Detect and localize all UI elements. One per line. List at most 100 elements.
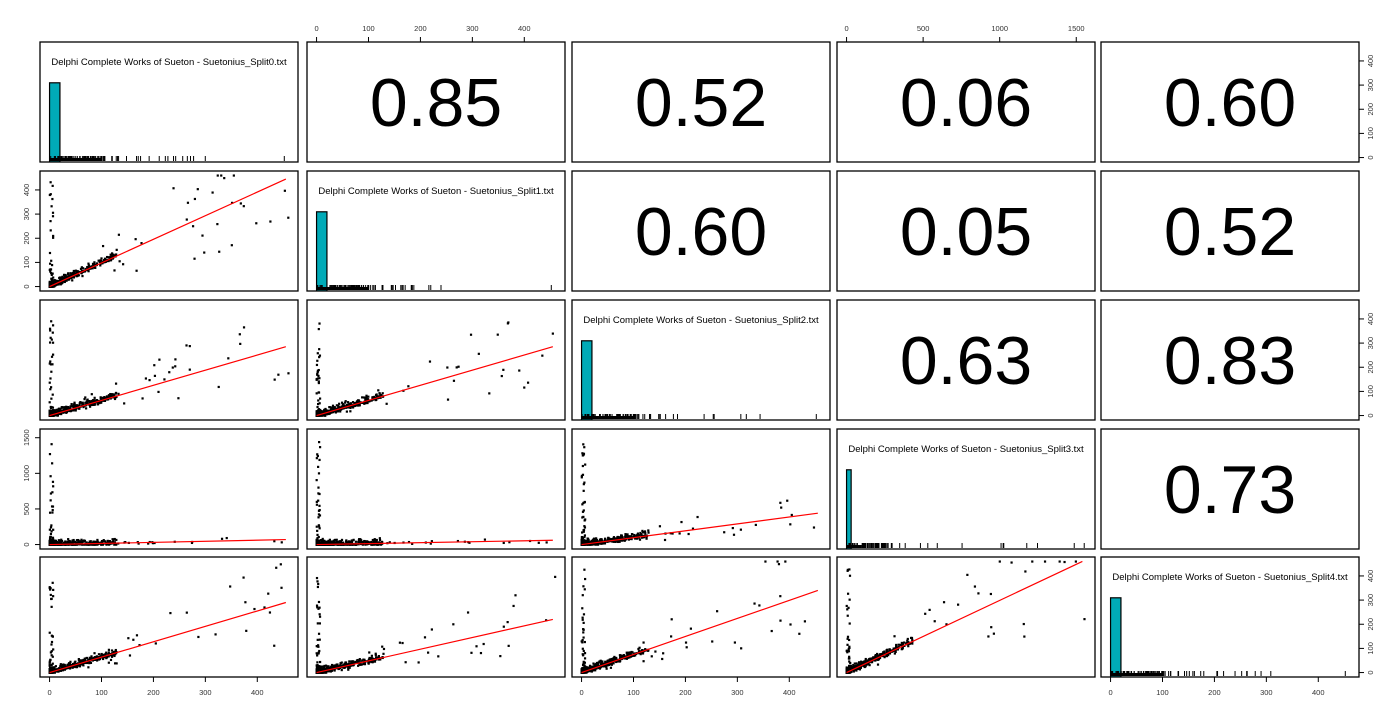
correlation-panel: 0.52	[635, 65, 767, 141]
correlation-panel: 0.05	[900, 194, 1032, 270]
axis-tick-label: 0	[844, 24, 848, 33]
histogram-bar	[317, 212, 327, 291]
scatter-panel	[316, 576, 557, 674]
scatter-points	[581, 560, 806, 673]
smoother-line	[582, 513, 818, 544]
axis-tick-label: 300	[22, 208, 31, 221]
axis-tick-label: 400	[783, 688, 796, 697]
correlation-panel: 0.73	[1164, 452, 1296, 528]
scatter-points	[316, 441, 548, 546]
correlation-panel: 0.52	[1164, 194, 1296, 270]
axis-tick-label: 1000	[22, 465, 31, 482]
axis-tick-label: 400	[1366, 570, 1375, 583]
axis-tick-label: 100	[95, 688, 108, 697]
correlation-value: 0.83	[1164, 323, 1296, 399]
axis-tick-label: 100	[1156, 688, 1169, 697]
axis-tick-label: 1500	[1068, 24, 1085, 33]
panel-frame	[40, 429, 298, 549]
correlation-value: 0.60	[635, 194, 767, 270]
axis-tick-label: 400	[518, 24, 531, 33]
smoother-line	[50, 179, 286, 286]
axis-tick-label: 1000	[991, 24, 1008, 33]
correlation-value: 0.06	[900, 65, 1032, 141]
axis-tick-label: 200	[22, 232, 31, 245]
scatter-panel	[49, 174, 290, 287]
correlation-value: 0.52	[1164, 194, 1296, 270]
panel-frame	[307, 557, 565, 677]
panel-frame	[307, 429, 565, 549]
diagonal-histogram-panel: Delphi Complete Works of Sueton - Sueton…	[1111, 572, 1348, 677]
panel-frame	[40, 300, 298, 420]
correlation-panel: 0.60	[635, 194, 767, 270]
axis-tick-label: 200	[414, 24, 427, 33]
axis-tick-label: 300	[1366, 337, 1375, 350]
axis-tick-label: 100	[362, 24, 375, 33]
correlation-value: 0.85	[370, 65, 502, 141]
axis-tick-label: 300	[1366, 79, 1375, 92]
axis-tick-label: 400	[1312, 688, 1325, 697]
axis-tick-label: 0	[1366, 670, 1375, 674]
smoother-line	[582, 590, 818, 672]
axis-tick-label: 300	[731, 688, 744, 697]
correlation-panel: 0.60	[1164, 65, 1296, 141]
correlation-value: 0.05	[900, 194, 1032, 270]
axis-tick-label: 200	[1366, 618, 1375, 631]
histogram-bar	[50, 83, 60, 162]
scatter-panel	[581, 443, 818, 545]
histogram-bar	[582, 341, 592, 420]
correlation-panel: 0.85	[370, 65, 502, 141]
scatter-points	[581, 443, 816, 545]
axis-tick-label: 0	[314, 24, 318, 33]
scatter-points	[316, 576, 557, 674]
histogram-bar	[847, 470, 852, 549]
axis-tick-label: 200	[147, 688, 160, 697]
axis-tick-label: 0	[1366, 413, 1375, 417]
scatter-panel	[316, 321, 554, 416]
axis-tick-label: 300	[1260, 688, 1273, 697]
variable-label: Delphi Complete Works of Sueton - Sueton…	[583, 315, 819, 326]
axis-tick-label: 500	[917, 24, 930, 33]
diagonal-histogram-panel: Delphi Complete Works of Sueton - Sueton…	[50, 57, 287, 162]
axis-tick-label: 0	[1366, 155, 1375, 159]
correlation-panel: 0.63	[900, 323, 1032, 399]
axis-tick-label: 400	[1366, 55, 1375, 68]
axis-tick-label: 300	[1366, 594, 1375, 607]
axis-tick-label: 400	[1366, 313, 1375, 326]
axis-tick-label: 0	[22, 284, 31, 288]
axis-tick-label: 0	[579, 688, 583, 697]
scatter-panel	[49, 320, 290, 417]
axis-tick-label: 400	[251, 688, 264, 697]
histogram-bar	[1111, 598, 1121, 677]
scatter-points	[49, 563, 283, 674]
axis-tick-label: 400	[22, 184, 31, 197]
correlation-value: 0.63	[900, 323, 1032, 399]
axis-tick-label: 200	[1366, 103, 1375, 116]
variable-label: Delphi Complete Works of Sueton - Sueton…	[848, 444, 1084, 455]
correlation-value: 0.60	[1164, 65, 1296, 141]
scatter-points	[49, 320, 290, 417]
diagonal-histogram-panel: Delphi Complete Works of Sueton - Sueton…	[847, 444, 1085, 549]
axis-tick-label: 200	[1208, 688, 1221, 697]
axis-tick-label: 100	[1366, 127, 1375, 140]
correlation-panel: 0.83	[1164, 323, 1296, 399]
scatter-panel	[846, 560, 1086, 673]
variable-label: Delphi Complete Works of Sueton - Sueton…	[318, 186, 554, 197]
smoother-line	[317, 619, 553, 672]
scatter-points	[316, 321, 554, 416]
axis-tick-label: 300	[466, 24, 479, 33]
smoother-line	[317, 347, 553, 416]
diagonal-histogram-panel: Delphi Complete Works of Sueton - Sueton…	[317, 186, 554, 291]
scatter-panel	[49, 443, 286, 546]
variable-label: Delphi Complete Works of Sueton - Sueton…	[1112, 572, 1348, 583]
axis-tick-label: 0	[1108, 688, 1112, 697]
variable-label: Delphi Complete Works of Sueton - Sueton…	[51, 57, 287, 68]
scatter-points	[49, 443, 283, 546]
scatter-panel	[316, 441, 553, 546]
correlation-panel: 0.06	[900, 65, 1032, 141]
smoother-line	[50, 603, 286, 673]
axis-tick-label: 200	[1366, 361, 1375, 374]
axis-tick-label: 100	[22, 256, 31, 269]
scatter-panel	[581, 560, 818, 673]
